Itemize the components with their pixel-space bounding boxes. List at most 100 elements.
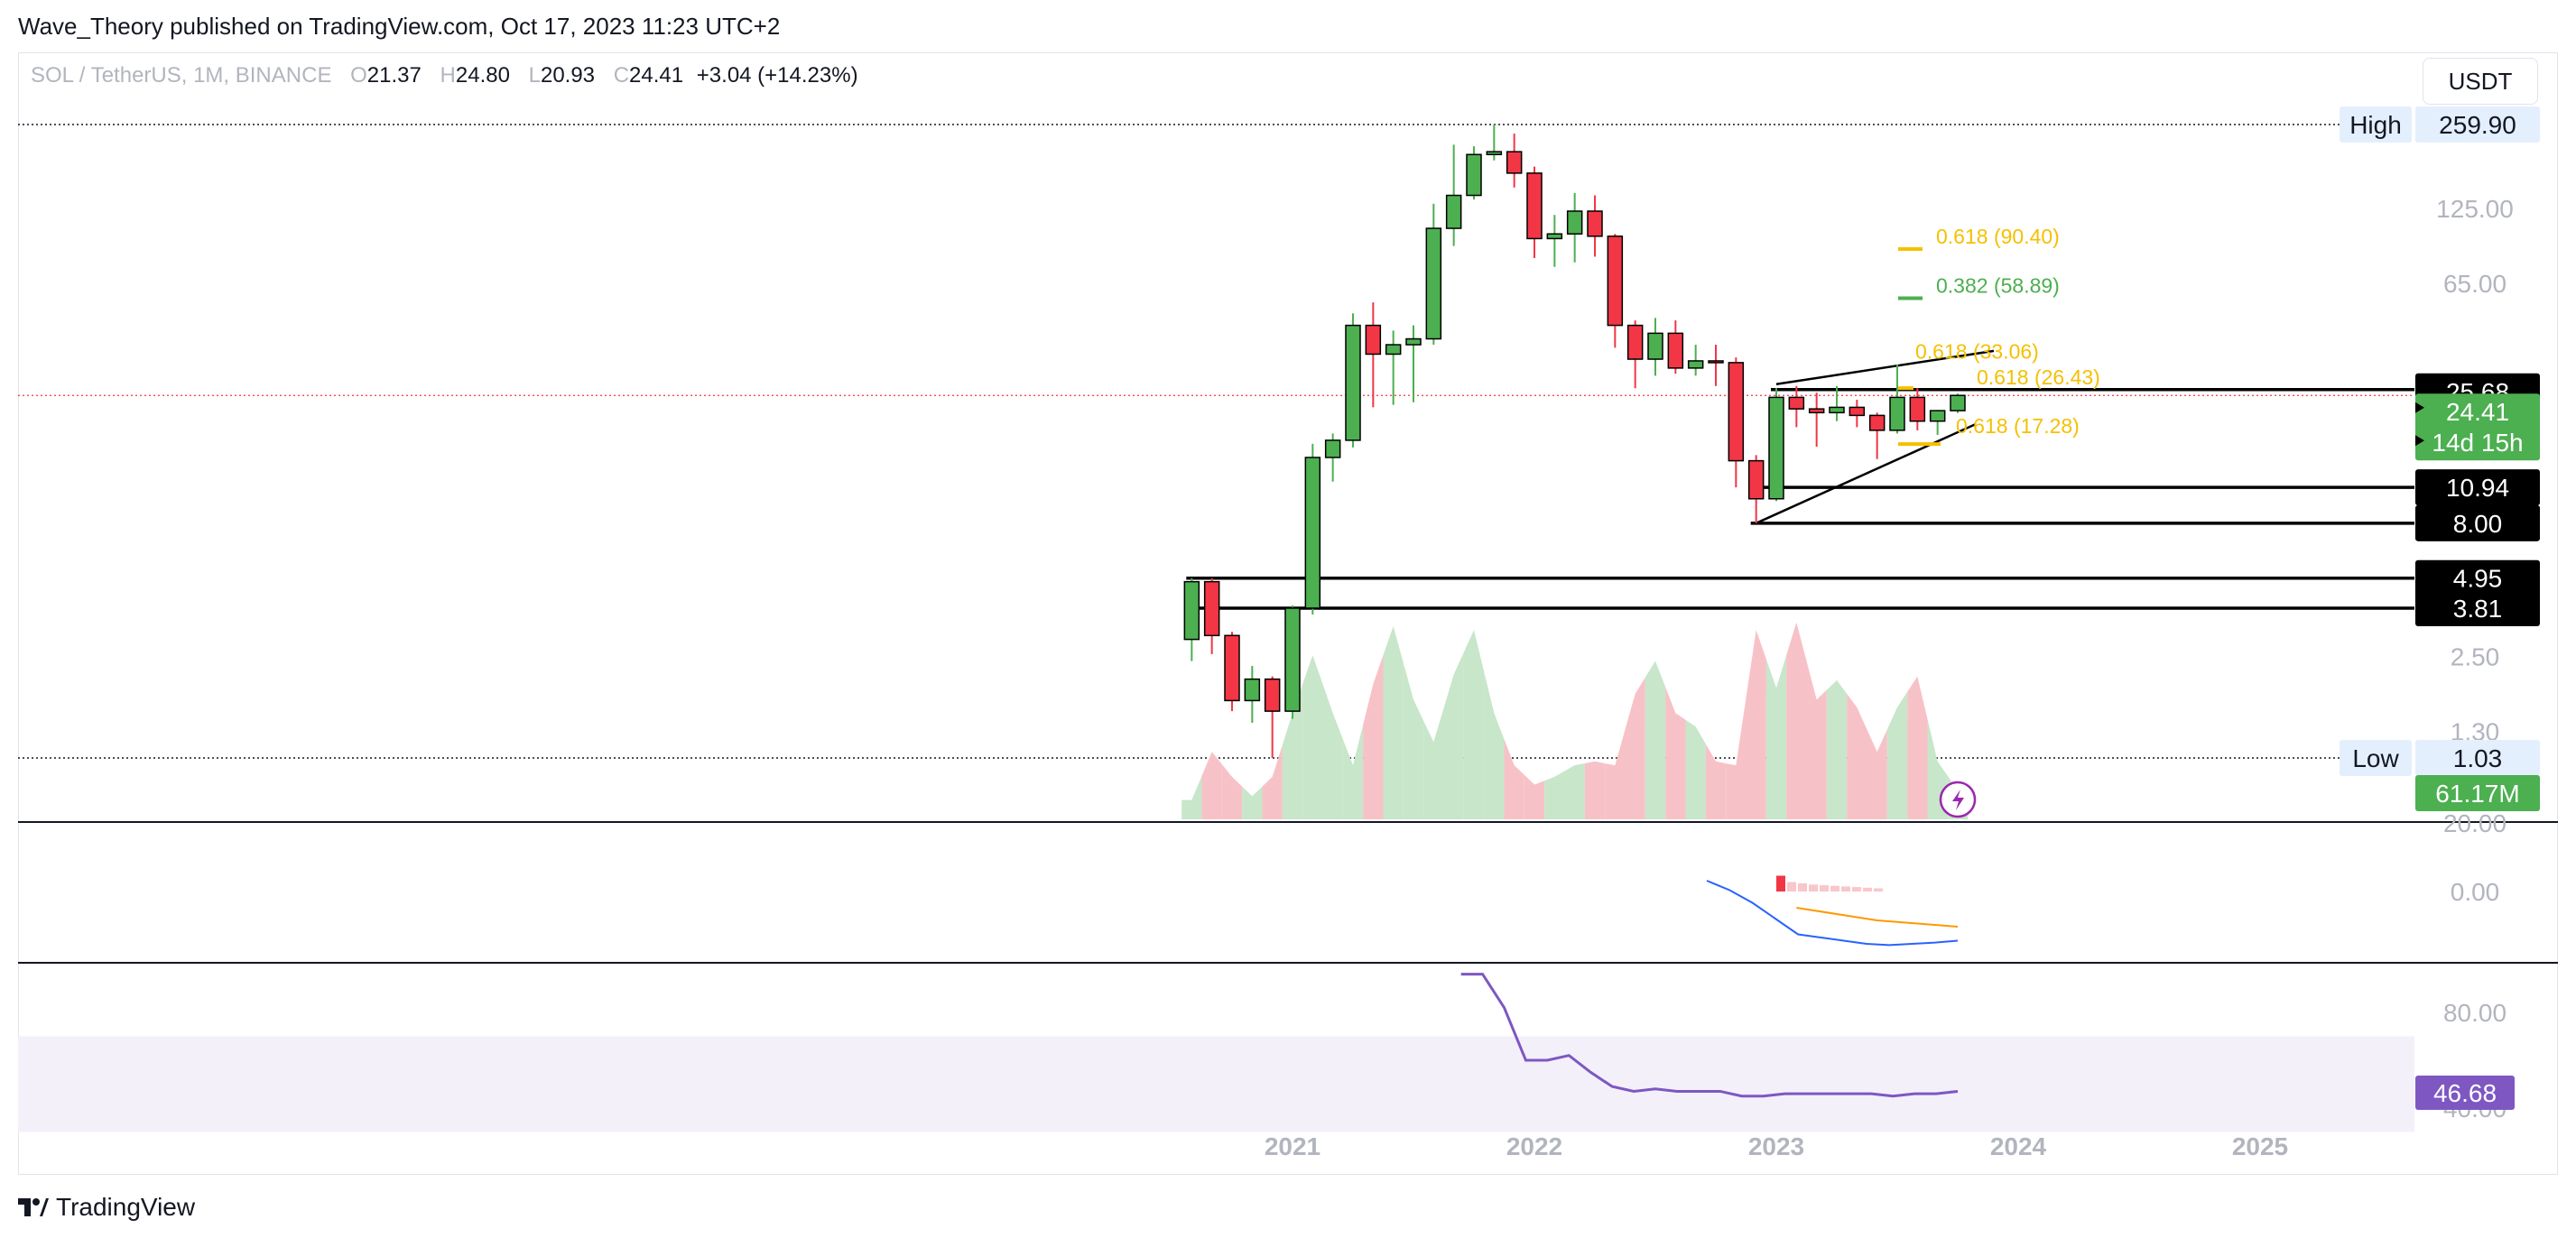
high-label: H [440, 63, 456, 88]
volume-segment [1544, 771, 1565, 819]
candle [1889, 364, 1905, 434]
candle [1244, 666, 1261, 724]
candle [1345, 313, 1361, 448]
candle [1849, 400, 1866, 428]
candle-body [1607, 236, 1624, 327]
candle-body [1425, 227, 1442, 340]
candle-body [1183, 580, 1200, 641]
rsi-line [1460, 973, 1959, 1098]
volume-segment [1484, 671, 1505, 819]
y-tick-label: 0.00 [2451, 878, 2500, 906]
macd-line [1706, 880, 1959, 947]
volume-segment [1584, 761, 1606, 819]
candle-body [1546, 233, 1563, 240]
candle-series [1183, 125, 1966, 758]
volume-segment [1685, 719, 1706, 819]
x-tick-label: 2021 [1265, 1132, 1320, 1160]
lightning-icon-glyph [1952, 790, 1964, 810]
macd-histogram-bar [1787, 882, 1796, 892]
volume-segment [1181, 775, 1202, 819]
last-price-tag-bg [2415, 393, 2540, 461]
tag-arrow [2415, 402, 2424, 413]
volume-segment [1886, 691, 1908, 819]
candle-body [1868, 414, 1886, 431]
candle [1747, 455, 1765, 523]
candle [1647, 318, 1663, 376]
macd-histogram-bar [1798, 882, 1807, 892]
footer-brand-label: TradingView [56, 1193, 196, 1221]
high-tag-bg [2415, 106, 2540, 143]
open-label: O [350, 63, 367, 88]
volume-segment [1806, 661, 1827, 819]
y-tick-label: 2.50 [2451, 642, 2500, 670]
candle-body [1506, 151, 1523, 174]
macd-histogram-bar [1809, 884, 1818, 892]
symbol-name[interactable]: SOL / TetherUS, 1M, BINANCE [31, 63, 332, 88]
candle [1768, 388, 1784, 502]
candle [1264, 676, 1281, 758]
volume-segment [1826, 679, 1848, 819]
trend-line [1775, 349, 1995, 386]
candle-body [1566, 210, 1583, 235]
volume-segment [1443, 651, 1464, 819]
candle [1324, 433, 1341, 482]
candle-body [1587, 210, 1603, 237]
volume-segment [1867, 729, 1887, 819]
volume-segment [1564, 762, 1585, 819]
candle-body [1244, 678, 1261, 702]
candle-body [1829, 406, 1845, 414]
high-tag-label: High [2349, 111, 2402, 139]
y-tick-label: 65.00 [2443, 270, 2507, 298]
level-tag-bg [2415, 469, 2540, 506]
candle-body [1667, 332, 1684, 369]
candle-body [1365, 324, 1382, 356]
trend-line [1756, 422, 1977, 524]
currency-button[interactable]: USDT [2423, 58, 2538, 105]
y-tick-label: 20.00 [2443, 809, 2507, 837]
volume-segment [1201, 752, 1222, 819]
macd-histogram-bar [1863, 887, 1872, 892]
volume-segment [1322, 684, 1343, 819]
candle-body [1708, 360, 1724, 364]
level-tag-bg [2415, 559, 2540, 596]
level-tag: 8.00 [2453, 510, 2503, 538]
footer-brand[interactable]: TradingView [18, 1193, 195, 1222]
fib-label: 0.618 (90.40) [1936, 225, 2060, 248]
volume-segment [1262, 744, 1283, 819]
candle [1466, 146, 1482, 200]
volume-segment [1605, 729, 1626, 819]
candle [1868, 412, 1886, 459]
volume-segment [1625, 677, 1645, 819]
symbol-legend: SOL / TetherUS, 1M, BINANCE O21.37 H24.8… [31, 63, 858, 88]
candle [1829, 385, 1845, 421]
candle [1607, 234, 1624, 348]
volume-segment [1665, 687, 1686, 819]
low-tag-bg [2415, 740, 2540, 776]
candle [1566, 192, 1583, 263]
x-tick-label: 2024 [1990, 1132, 2047, 1160]
candle [1183, 577, 1200, 661]
fib-label: 0.618 (33.06) [1915, 340, 2039, 364]
last-price-tag: 24.41 [2446, 398, 2509, 426]
close-label: C [613, 63, 630, 88]
macd-histogram-bar [1776, 875, 1785, 892]
low-tag-label: Low [2352, 744, 2399, 772]
candle [1950, 393, 1966, 413]
change-value: +3.04 (+14.23%) [696, 63, 858, 88]
candle-body [1849, 406, 1866, 417]
candle-body [1647, 332, 1663, 360]
y-tick-label: 125.00 [2436, 195, 2514, 223]
level-tag-bg [2415, 504, 2540, 541]
low-tag: 1.03 [2453, 744, 2503, 772]
candle [1788, 385, 1805, 428]
candle [1224, 632, 1240, 712]
candle-body [1808, 408, 1825, 414]
candle [1304, 443, 1321, 615]
candle-body [1345, 324, 1361, 441]
volume-segment [1765, 655, 1787, 819]
candle [1546, 215, 1563, 267]
fib-label: 0.618 (17.28) [1956, 414, 2080, 438]
candle-body [1445, 194, 1462, 229]
candle-body [1687, 360, 1704, 369]
